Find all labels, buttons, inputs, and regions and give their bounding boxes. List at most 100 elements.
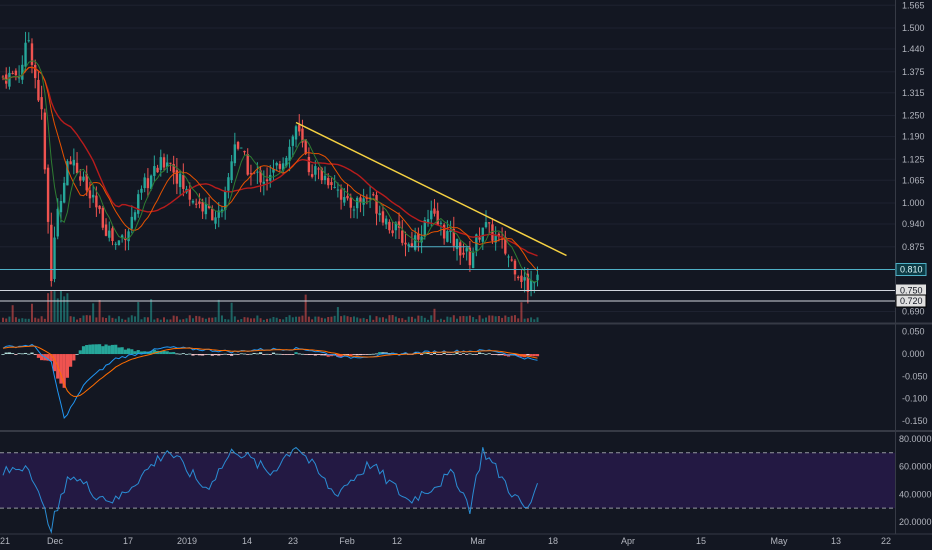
macd-histogram-bar <box>101 346 105 355</box>
volume-bar <box>30 303 33 322</box>
macd-histogram-bar <box>62 354 66 388</box>
macd-axis[interactable]: 0.050 0.000 -0.050 -0.100 -0.150 <box>902 327 928 426</box>
price-axis[interactable]: 1.565 1.500 1.440 1.375 1.315 1.250 1.190 1.125… <box>895 0 927 317</box>
candle-body <box>62 182 66 203</box>
time-tick-label: 15 <box>696 536 706 546</box>
macd-histogram-bar <box>461 353 466 355</box>
volume-bar <box>159 319 162 322</box>
candle-body <box>201 201 204 212</box>
volume-bar <box>530 317 533 322</box>
macd-histogram-bar <box>249 353 253 355</box>
macd-histogram-bar <box>320 354 324 356</box>
candle-body <box>227 177 230 191</box>
macd-histogram-bar <box>239 353 243 355</box>
candle-body <box>272 168 275 173</box>
macd-histogram-bar <box>204 354 208 355</box>
volume-bar <box>288 315 291 322</box>
volume-bar <box>121 318 124 322</box>
macd-histogram-bar <box>484 353 488 355</box>
candle-body <box>111 228 114 241</box>
candle-body <box>5 74 8 84</box>
macd-histogram-bar <box>188 353 192 355</box>
candle-body <box>475 234 478 251</box>
candle-body <box>346 195 349 199</box>
macd-histogram-bar <box>94 344 98 355</box>
price-tick-label: 1.440 <box>902 44 925 54</box>
price-tick-label: 0.940 <box>902 219 925 229</box>
volume-bar <box>253 318 256 322</box>
candle-body <box>327 178 330 186</box>
volume-bar <box>291 317 294 322</box>
macd-histogram-bar <box>120 347 124 355</box>
volume-bar <box>336 307 339 322</box>
time-tick-label: 18 <box>548 536 558 546</box>
candle-body <box>446 231 449 242</box>
volume-bar <box>401 318 404 322</box>
candle-body <box>162 157 166 168</box>
macd-histogram-bar <box>20 353 24 355</box>
volume-bar <box>304 294 307 322</box>
macd-histogram-bar <box>452 353 456 355</box>
candle-body <box>459 242 462 256</box>
macd-histogram-bar <box>487 353 491 355</box>
volume-bar <box>266 318 269 322</box>
volume-bars <box>2 290 539 322</box>
macd-histogram-bar <box>429 354 433 355</box>
candle-body <box>43 112 47 170</box>
rsi-axis[interactable]: 80.0000 60.0000 40.0000 20.0000 <box>899 434 932 527</box>
macd-histogram-bar <box>420 354 424 355</box>
candle-body <box>362 198 365 205</box>
macd-histogram-bar <box>184 353 189 355</box>
price-tick-label: 1.000 <box>902 198 925 208</box>
candle-body <box>172 164 175 173</box>
volume-bar <box>520 302 523 322</box>
volume-bar <box>285 317 288 322</box>
candle-body <box>278 163 282 169</box>
candle-body <box>488 222 491 224</box>
macd-histogram-bar <box>201 354 205 356</box>
volume-bar <box>82 315 85 322</box>
volume-bar <box>230 302 233 322</box>
macd-histogram-bar <box>374 353 379 355</box>
time-axis[interactable]: 21 Dec 17 2019 14 23 Feb 12 Mar 18 Apr 15 May 13 22 <box>0 536 891 546</box>
macd-histogram-bar <box>107 345 111 355</box>
candle-body <box>98 205 101 210</box>
candle-body <box>407 244 410 247</box>
volume-bar <box>191 318 194 322</box>
volume-bar <box>198 316 201 322</box>
candle-body <box>156 167 159 173</box>
volume-bar <box>5 318 8 322</box>
volume-bar <box>301 315 304 322</box>
volume-bar <box>497 316 500 322</box>
volume-bar <box>282 319 285 322</box>
macd-histogram-bar <box>403 352 408 355</box>
macd-histogram-bar <box>72 354 76 361</box>
macd-histogram-bar <box>59 354 63 384</box>
rsi-tick-label: 80.0000 <box>899 434 932 444</box>
price-tick-label: 1.500 <box>902 23 925 33</box>
time-tick-label: May <box>770 536 788 546</box>
macd-tick-label: 0.050 <box>902 327 925 337</box>
macd-histogram-bar <box>526 354 530 356</box>
candle-body <box>442 224 446 239</box>
macd-histogram-bar <box>65 354 69 378</box>
candle-body <box>223 191 227 211</box>
macd-signal-line <box>2 345 538 397</box>
candle-body <box>281 163 285 171</box>
pane-separators <box>0 0 932 535</box>
volume-bar <box>76 319 79 322</box>
volume-bar <box>134 316 137 322</box>
volume-bar <box>153 319 156 322</box>
volume-bar <box>79 318 82 322</box>
macd-histogram-bar <box>445 354 449 355</box>
candle-body <box>497 233 501 237</box>
macd-tick-label: -0.050 <box>902 371 928 381</box>
volume-bar <box>272 316 275 322</box>
macd-histogram-bar <box>291 354 295 355</box>
candle-body <box>56 208 59 237</box>
macd-histogram-bar <box>307 354 311 356</box>
macd-histogram-bar <box>365 354 369 355</box>
macd-histogram-bar <box>339 354 343 357</box>
macd-tick-label: 0.000 <box>902 349 925 359</box>
